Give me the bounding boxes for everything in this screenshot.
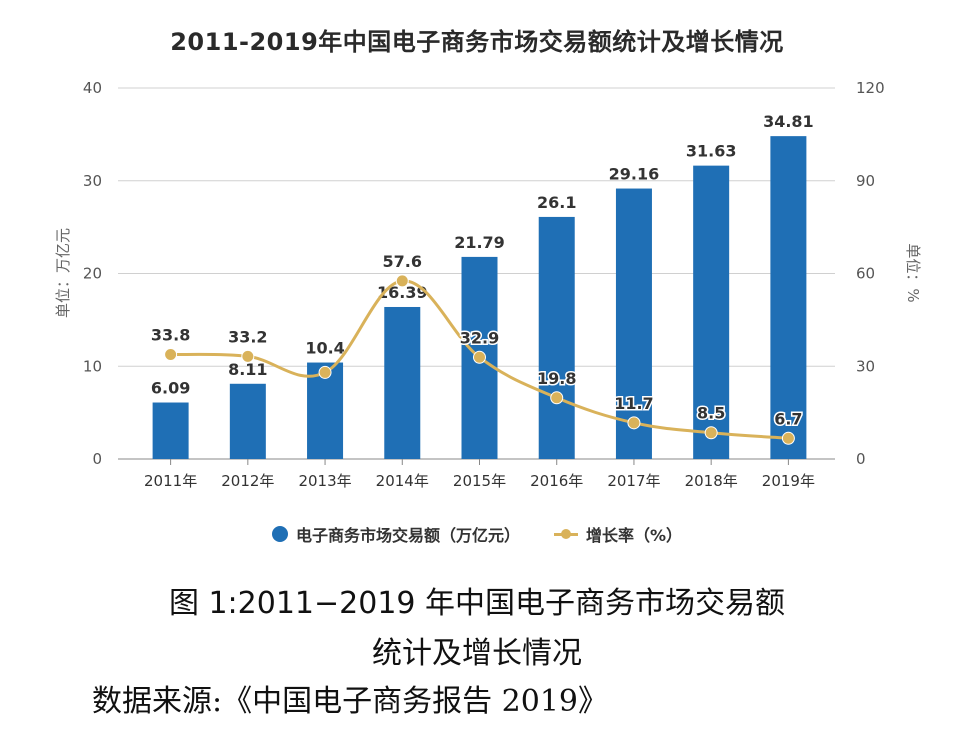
y2-tick-label: 90 (856, 172, 875, 190)
y-tick-label: 30 (83, 172, 102, 190)
bar (384, 306, 421, 459)
growth-rate-point (318, 365, 332, 379)
data-source: 数据来源:《中国电子商务报告 2019》 (92, 684, 608, 719)
y-tick-label: 40 (83, 79, 102, 97)
chart-title: 2011-2019年中国电子商务市场交易额统计及增长情况 (170, 28, 784, 56)
bar-data-label: 8.11 (228, 360, 267, 379)
bar-data-label: 6.09 (151, 379, 190, 398)
bar (770, 136, 807, 459)
growth-rate-data-label: 33.2 (228, 327, 267, 346)
chart-area: 0 10 20 30 40 0 30 60 90 120 单位：万亿元 单位：% 6.09 2011年 8.… (54, 79, 922, 490)
y-tick-label: 0 (92, 450, 102, 468)
growth-rate-data-label: 57.6 (383, 252, 422, 271)
bar-data-label: 10.4 (305, 339, 344, 358)
x-tick-label: 2018年 (685, 472, 738, 490)
y2-tick-label: 120 (856, 79, 885, 97)
growth-rate-data-label: 8.5 (697, 404, 725, 423)
bar (229, 383, 266, 459)
growth-rate-data-label: 33.8 (151, 326, 190, 345)
bar (615, 188, 652, 459)
x-tick-label: 2019年 (762, 472, 815, 490)
legend-item-line[interactable]: 增长率（%） (553, 522, 683, 546)
x-tick-label: 2011年 (144, 472, 197, 490)
y-tick-label: 10 (83, 357, 102, 375)
growth-rate-point (164, 348, 178, 362)
growth-rate-point (550, 391, 564, 405)
x-tick-label: 2015年 (453, 472, 506, 490)
legend-line-swatch (553, 528, 578, 539)
legend-line-label: 增长率（%） (585, 526, 683, 545)
y2-axis-title: 单位：% (904, 243, 922, 302)
y2-tick-label: 60 (856, 265, 875, 283)
y-axis-title: 单位：万亿元 (54, 228, 72, 318)
growth-rate-point (781, 431, 795, 445)
x-tick-label: 2013年 (298, 472, 351, 490)
x-tick-label: 2014年 (376, 472, 429, 490)
chart-legend: 电子商务市场交易额（万亿元） 增长率（%） (0, 522, 954, 546)
bar (152, 402, 189, 459)
y2-tick-label: 0 (856, 450, 866, 468)
growth-rate-data-label: 11.7 (614, 394, 653, 413)
legend-bar-label: 电子商务市场交易额（万亿元） (295, 526, 520, 545)
bar-data-label: 21.79 (454, 233, 505, 252)
figure-caption-line1: 图 1:2011−2019 年中国电子商务市场交易额 (168, 586, 786, 621)
figure-caption-line2: 统计及增长情况 (372, 636, 582, 671)
bar (693, 165, 730, 459)
growth-rate-point (704, 426, 718, 440)
x-tick-label: 2017年 (607, 472, 660, 490)
x-tick-label: 2016年 (530, 472, 583, 490)
growth-rate-point (241, 349, 255, 363)
growth-rate-data-label: 6.7 (774, 409, 802, 428)
bar-data-label: 26.1 (537, 193, 576, 212)
bar-data-label: 31.63 (686, 142, 737, 161)
legend-bar-swatch (271, 526, 288, 542)
growth-rate-point (395, 274, 409, 288)
bar-data-label: 29.16 (609, 165, 660, 184)
y-tick-label: 20 (83, 265, 102, 283)
growth-rate-data-label: 19.8 (537, 369, 576, 388)
legend-item-bar[interactable]: 电子商务市场交易额（万亿元） (271, 522, 520, 546)
growth-rate-data-label: 32.9 (460, 328, 499, 347)
growth-rate-point (627, 416, 641, 430)
growth-rate-point (473, 350, 486, 364)
growth-rate-line (170, 279, 789, 440)
bar (538, 216, 575, 459)
bar-data-label: 34.81 (763, 112, 814, 131)
x-tick-label: 2012年 (221, 472, 274, 490)
y2-tick-label: 30 (856, 357, 875, 375)
